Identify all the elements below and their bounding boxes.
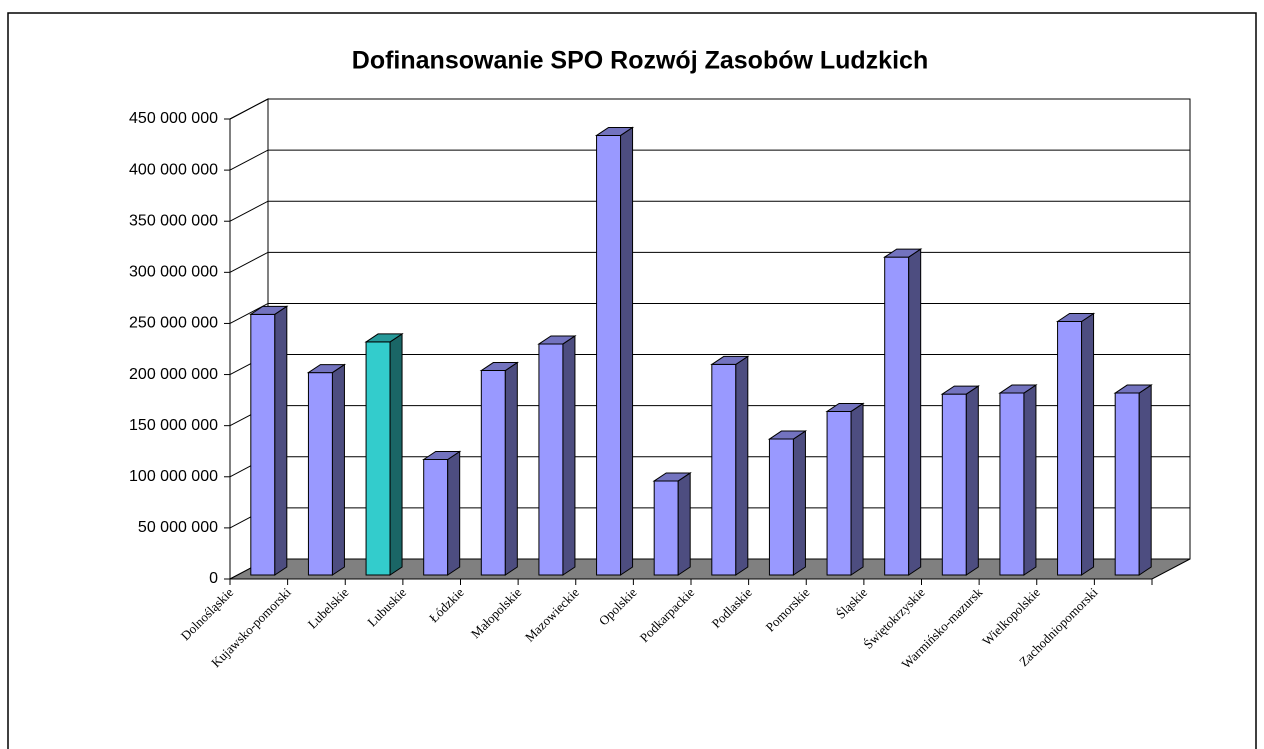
bar-face — [1081, 312, 1095, 576]
bar-face — [710, 355, 750, 365]
bar-face — [306, 364, 347, 374]
bar — [825, 402, 865, 576]
bar-face — [941, 393, 967, 576]
bar — [1113, 384, 1153, 576]
x-tick-label: Lubelskie — [305, 584, 352, 631]
x-tick-label: Podlaskie — [708, 584, 755, 631]
x-tick-label: Mazowieckie — [522, 584, 582, 644]
bar-face — [825, 402, 865, 412]
bar-face — [826, 410, 852, 576]
chart-title: Dofinansowanie SPO Rozwój Zasobów Ludzki… — [352, 47, 928, 75]
y-tick-label: 400 000 000 — [129, 161, 218, 178]
bar-face — [1057, 320, 1083, 576]
bar — [1055, 312, 1096, 576]
bar-face — [768, 438, 794, 576]
bar — [998, 384, 1038, 576]
grid-line — [229, 98, 1190, 120]
bar-face — [594, 126, 635, 136]
bar — [594, 126, 635, 576]
bar — [537, 335, 577, 576]
y-tick-label: 200 000 000 — [129, 366, 218, 383]
bar-face — [677, 472, 691, 576]
bar-face — [1055, 312, 1096, 322]
chart-border — [7, 12, 1257, 749]
x-tick-label: Małopolskie — [468, 584, 525, 641]
bar — [710, 355, 750, 576]
x-tick-label: Pomorskie — [763, 584, 813, 634]
bar-face — [365, 341, 391, 576]
bar-face — [850, 402, 864, 576]
y-tick-label: 300 000 000 — [129, 264, 218, 281]
y-tick-label: 0 — [209, 570, 218, 587]
bar-face — [653, 480, 679, 576]
x-tick-label: Śląskie — [833, 584, 870, 621]
bar-face — [504, 361, 518, 576]
grid-line — [229, 302, 1190, 324]
bar — [249, 305, 289, 576]
bar-face — [620, 126, 634, 576]
bar — [940, 385, 980, 576]
bar-face — [711, 363, 737, 576]
bar-face — [422, 450, 462, 460]
bar — [767, 430, 808, 576]
bar-face — [331, 363, 345, 576]
bar-face — [884, 256, 910, 576]
grid-line — [229, 149, 1190, 171]
bar-face — [423, 458, 449, 576]
y-tick-label: 150 000 000 — [129, 417, 218, 434]
bar-face — [1023, 384, 1037, 576]
y-tick-label: 50 000 000 — [138, 519, 218, 536]
bar-face — [479, 362, 519, 372]
bar-face — [1113, 384, 1153, 394]
y-tick-label: 100 000 000 — [129, 468, 218, 485]
bar-face — [389, 332, 403, 576]
x-tick-label: Opolskie — [596, 584, 640, 628]
bar-face — [480, 370, 506, 576]
bar-face — [250, 313, 276, 576]
x-tick-label: Dolnośląskie — [178, 584, 237, 643]
x-tick-label: Łódzkie — [426, 584, 467, 625]
bar-face — [965, 385, 979, 576]
bar-face — [767, 430, 808, 440]
bar-face — [538, 343, 564, 576]
bar — [883, 248, 923, 576]
bar-face — [364, 333, 404, 343]
bar — [306, 363, 347, 576]
bar — [422, 450, 462, 576]
y-tick-label: 450 000 000 — [129, 110, 218, 127]
bar-face — [652, 472, 692, 482]
bar-face — [249, 305, 289, 315]
bar — [479, 361, 519, 576]
bar-face — [940, 385, 980, 395]
y-tick-label: 350 000 000 — [129, 212, 218, 229]
bar — [652, 472, 692, 576]
bar-face — [883, 248, 923, 258]
bar-face — [999, 392, 1025, 576]
bar-face — [307, 372, 333, 576]
x-tick-label: Wielkopolskie — [979, 584, 1043, 648]
grid-line — [229, 200, 1190, 222]
bar-face — [274, 305, 288, 576]
y-tick-label: 250 000 000 — [129, 315, 218, 332]
bar-face — [596, 134, 622, 576]
bar-face — [447, 450, 461, 576]
bar-face — [537, 335, 577, 345]
x-tick-label: Podkarpackie — [637, 584, 698, 645]
bar-face — [792, 430, 806, 576]
bar-face — [1114, 392, 1140, 576]
x-tick-label: Lubuskie — [364, 584, 409, 629]
grid-line — [229, 251, 1190, 273]
bar-face — [908, 248, 922, 576]
bar-face — [1138, 384, 1152, 576]
bar-face — [562, 335, 576, 576]
bar-face — [998, 384, 1038, 394]
bar — [364, 332, 404, 576]
bar-face — [735, 355, 749, 576]
